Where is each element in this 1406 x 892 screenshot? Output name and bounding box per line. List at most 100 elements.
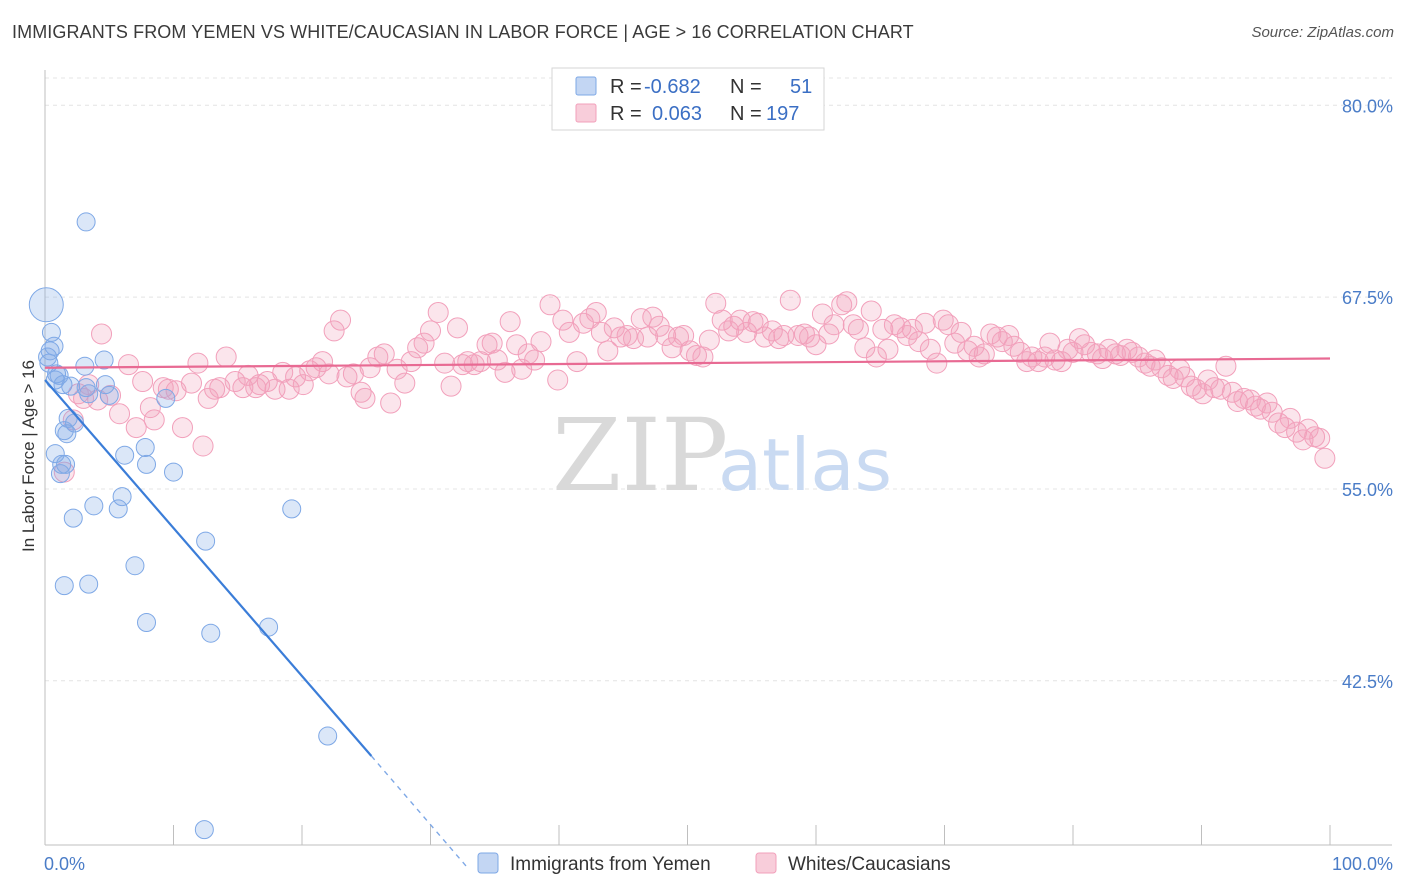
point-whites-148: [998, 324, 1020, 346]
point-whites-121: [836, 291, 858, 313]
point-yemen-15: [79, 384, 99, 404]
point-whites-58: [440, 375, 462, 397]
watermark: ZIP atlas: [552, 397, 892, 514]
legend-n-value-1: 51: [790, 76, 812, 98]
point-yemen-35: [196, 531, 216, 551]
point-yemen-14: [95, 375, 115, 395]
y-tick-label-1: 55.0%: [1342, 480, 1393, 500]
point-yemen-29: [164, 462, 183, 482]
point-yemen-24: [56, 454, 76, 474]
point-whites-74: [539, 294, 561, 316]
bottom-legend-label-yemen: Immigrants from Yemen: [510, 854, 711, 875]
point-whites-57: [434, 352, 456, 374]
point-yemen-36: [125, 556, 145, 576]
legend-r-label-2: R =: [610, 103, 642, 125]
point-yemen-26: [115, 445, 135, 465]
point-whites-37: [305, 357, 327, 379]
point-whites-67: [494, 361, 516, 383]
point-whites-19: [187, 352, 209, 374]
point-whites-35: [292, 374, 314, 396]
legend-r-value-1: -0.682: [644, 76, 701, 98]
point-yemen-32: [112, 487, 132, 507]
point-whites-24: [215, 346, 237, 368]
point-yemen-43: [194, 820, 214, 840]
point-yemen-9: [53, 375, 73, 395]
point-yemen-39: [137, 612, 157, 632]
point-whites-145: [980, 323, 1002, 345]
point-whites-124: [854, 337, 876, 359]
y-axis-label: In Labor Force | Age > 16: [19, 360, 38, 552]
legend-n-label-1: N =: [730, 76, 762, 98]
point-whites-32: [272, 361, 294, 383]
point-whites-72: [524, 349, 546, 371]
point-whites-183: [1203, 377, 1225, 399]
point-whites-13: [143, 409, 165, 431]
point-whites-49: [380, 392, 402, 414]
legend-swatch-pink: [575, 103, 597, 123]
point-yemen-30: [84, 496, 104, 516]
y-tick-labels: 42.5% 55.0% 67.5% 80.0%: [1342, 96, 1393, 691]
point-yemen-37: [54, 576, 74, 596]
point-whites-201: [1309, 427, 1331, 449]
point-whites-6: [91, 323, 113, 345]
point-yemen-33: [63, 508, 83, 528]
point-yemen-44: [76, 212, 96, 232]
trend-line-yemen-extension: [370, 755, 468, 867]
point-whites-133: [908, 331, 930, 353]
legend-swatch-blue: [575, 76, 597, 96]
point-whites-89: [637, 326, 659, 348]
source-label: Source: ZipAtlas.com: [1251, 24, 1394, 41]
point-whites-51: [394, 372, 416, 394]
point-whites-76: [552, 309, 574, 331]
point-whites-202: [1314, 447, 1336, 469]
x-tick-label-0: 0.0%: [44, 854, 85, 874]
x-tick-labels: 0.0% 100.0%: [44, 854, 1393, 874]
series-whites-points: [53, 289, 1336, 483]
axes: [44, 70, 1392, 846]
point-whites-105: [736, 321, 758, 343]
point-whites-144: [973, 343, 995, 365]
watermark-atlas: atlas: [718, 423, 892, 507]
point-whites-112: [779, 289, 801, 311]
point-yemen-18: [54, 421, 74, 441]
point-whites-140: [950, 321, 972, 343]
point-whites-119: [823, 314, 845, 336]
point-whites-113: [787, 324, 809, 346]
point-whites-162: [1080, 341, 1102, 363]
correlation-legend: R = -0.682 N = 51 R = 0.063 N = 197: [551, 67, 825, 131]
point-yemen-1: [41, 322, 61, 342]
point-whites-52: [400, 351, 422, 373]
series-yemen-points: [28, 212, 338, 840]
point-whites-75: [547, 369, 569, 391]
point-whites-88: [630, 308, 652, 330]
point-yemen-27: [135, 438, 155, 458]
point-yemen-10: [75, 356, 95, 376]
point-whites-138: [937, 314, 959, 336]
point-whites-100: [705, 292, 727, 314]
point-whites-26: [232, 377, 254, 399]
legend-box: [551, 67, 825, 131]
point-yemen-19: [57, 424, 77, 444]
point-yemen-12: [61, 376, 81, 396]
bottom-legend-swatch-pink: [755, 852, 777, 874]
point-whites-142: [963, 335, 985, 357]
point-whites-59: [446, 317, 468, 339]
x-tick-label-1: 100.0%: [1332, 854, 1393, 874]
bottom-legend-swatch-blue: [477, 852, 499, 874]
point-whites-125: [860, 300, 882, 322]
point-whites-17: [171, 417, 193, 439]
point-whites-135: [919, 338, 941, 360]
point-yemen-21: [156, 388, 176, 408]
point-whites-12: [139, 397, 161, 419]
point-whites-20: [192, 435, 214, 457]
point-whites-45: [354, 387, 376, 409]
point-yemen-20: [99, 385, 119, 405]
y-tick-label-2: 67.5%: [1342, 288, 1393, 308]
point-yemen-41: [259, 617, 279, 637]
point-whites-18: [180, 372, 202, 394]
y-tick-label-3: 80.0%: [1342, 96, 1393, 116]
point-whites-83: [597, 340, 619, 362]
point-whites-56: [427, 301, 449, 323]
point-whites-123: [847, 318, 869, 340]
